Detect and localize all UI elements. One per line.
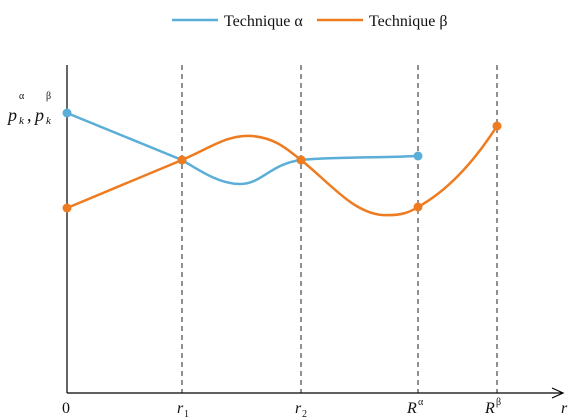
y-label-alpha-sup: α [19, 91, 25, 102]
curve-beta-point-0 [62, 203, 72, 213]
y-label-k-sub-1: k [19, 115, 25, 127]
curve-beta-point-r2 [296, 155, 306, 165]
legend: Technique α Technique β [172, 13, 448, 30]
x-tick-R-beta-base: R [484, 400, 495, 417]
curve-alpha [62, 108, 423, 186]
curve-alpha-point-R-alpha [413, 151, 423, 161]
curve-beta-point-r1 [177, 155, 187, 165]
x-tick-R-alpha-base: R [406, 400, 417, 417]
curve-alpha-point-0 [62, 108, 72, 118]
x-tick-R-alpha-sup: α [418, 397, 424, 408]
curve-beta [62, 121, 502, 217]
y-axis-label: p α k , p β k [6, 91, 52, 127]
curve-beta-point-R-beta [492, 121, 502, 131]
x-tick-labels: 0 r 1 r 2 R α R β r [62, 397, 568, 420]
y-label-comma: , [27, 105, 32, 125]
legend-alpha-label: Technique α [224, 13, 303, 30]
guide-lines [181, 65, 498, 393]
x-tick-r2-sub: 2 [302, 409, 307, 420]
curve-beta-point-R-alpha [413, 202, 423, 212]
curve-beta-line [66, 125, 499, 217]
y-label-p-alpha: p [6, 105, 17, 125]
x-tick-r2-base: r [295, 400, 302, 417]
x-axis-label: r [561, 400, 568, 417]
y-label-k-sub-2: k [46, 115, 52, 127]
curve-alpha-line [66, 111, 419, 186]
legend-beta-label: Technique β [369, 13, 448, 30]
y-label-beta-sup: β [46, 91, 51, 102]
x-tick-origin: 0 [62, 400, 70, 417]
x-axis-arrow-icon [551, 387, 565, 399]
axes [66, 65, 565, 399]
x-tick-r1-sub: 1 [184, 409, 189, 420]
y-label-p-beta: p [33, 105, 44, 125]
x-tick-R-beta-sup: β [496, 397, 501, 408]
x-tick-r1-base: r [177, 400, 184, 417]
